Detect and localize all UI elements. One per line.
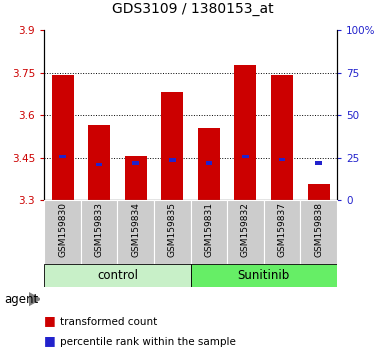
Bar <box>81 200 117 264</box>
Text: ■: ■ <box>44 334 60 347</box>
Bar <box>96 162 102 166</box>
Bar <box>59 155 66 158</box>
Bar <box>242 155 249 158</box>
Bar <box>169 158 176 162</box>
Bar <box>52 75 74 200</box>
Text: GSM159838: GSM159838 <box>314 202 323 257</box>
Bar <box>271 75 293 200</box>
Bar <box>227 200 264 264</box>
Text: GSM159835: GSM159835 <box>168 202 177 257</box>
Bar <box>300 200 337 264</box>
Text: GSM159837: GSM159837 <box>278 202 286 257</box>
Bar <box>279 158 285 161</box>
Bar <box>308 184 330 200</box>
Text: Sunitinib: Sunitinib <box>238 269 290 282</box>
Text: GSM159830: GSM159830 <box>58 202 67 257</box>
Text: agent: agent <box>4 293 38 306</box>
Bar <box>117 200 154 264</box>
Text: GSM159833: GSM159833 <box>95 202 104 257</box>
Text: ■: ■ <box>44 314 60 327</box>
Text: transformed count: transformed count <box>60 318 157 327</box>
Bar <box>198 128 220 200</box>
Bar <box>234 65 256 200</box>
Bar <box>88 125 110 200</box>
Bar <box>125 156 147 200</box>
Text: percentile rank within the sample: percentile rank within the sample <box>60 337 236 347</box>
Text: GSM159832: GSM159832 <box>241 202 250 257</box>
Text: control: control <box>97 269 138 282</box>
Polygon shape <box>29 293 40 306</box>
Bar <box>161 92 183 200</box>
Text: GSM159834: GSM159834 <box>131 202 140 257</box>
Bar <box>44 264 191 287</box>
Bar <box>264 200 300 264</box>
Bar <box>191 200 227 264</box>
Text: GSM159831: GSM159831 <box>204 202 213 257</box>
Bar <box>315 161 322 165</box>
Bar <box>44 200 81 264</box>
Bar <box>191 264 337 287</box>
Text: GDS3109 / 1380153_at: GDS3109 / 1380153_at <box>112 2 273 16</box>
Bar <box>154 200 191 264</box>
Bar <box>206 161 212 165</box>
Bar <box>132 161 139 165</box>
